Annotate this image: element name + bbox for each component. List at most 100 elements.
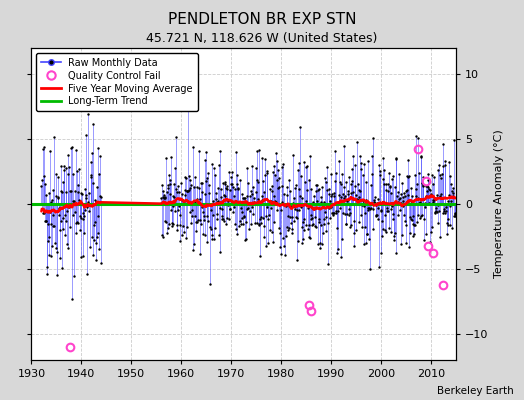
Point — [203, 238, 211, 245]
Point — [318, 241, 326, 247]
Point — [290, 195, 298, 202]
Point — [285, 177, 293, 183]
Point — [376, 250, 385, 256]
Point — [366, 266, 374, 272]
Point — [301, 178, 309, 185]
Point — [451, 211, 460, 217]
Point — [310, 201, 318, 208]
Point — [361, 224, 369, 230]
Point — [373, 212, 381, 218]
Point — [321, 175, 330, 181]
Point — [68, 296, 77, 302]
Point — [325, 205, 333, 211]
Point — [58, 265, 66, 271]
Point — [45, 234, 53, 240]
Point — [75, 197, 83, 204]
Point — [347, 178, 356, 184]
Point — [309, 220, 318, 227]
Point — [234, 201, 243, 208]
Point — [364, 207, 372, 214]
Point — [430, 174, 439, 181]
Point — [394, 212, 402, 218]
Point — [160, 218, 169, 224]
Point — [277, 251, 285, 258]
Point — [330, 192, 339, 199]
Point — [242, 218, 250, 225]
Point — [183, 188, 191, 194]
Point — [39, 209, 48, 216]
Point — [168, 220, 176, 226]
Point — [353, 139, 361, 145]
Point — [77, 190, 85, 196]
Point — [302, 198, 310, 204]
Point — [276, 244, 284, 250]
Point — [449, 185, 457, 191]
Point — [446, 202, 455, 209]
Point — [306, 235, 314, 241]
Point — [370, 197, 378, 204]
Point — [294, 160, 303, 166]
Point — [217, 194, 225, 200]
Point — [204, 190, 213, 196]
Point — [352, 200, 360, 207]
Point — [85, 208, 93, 214]
Point — [307, 216, 315, 222]
Point — [427, 192, 435, 199]
Point — [398, 180, 407, 186]
Point — [398, 194, 407, 200]
Point — [420, 236, 428, 243]
Point — [319, 216, 328, 222]
Point — [273, 177, 281, 183]
Point — [412, 193, 421, 200]
Point — [311, 214, 320, 221]
Point — [355, 194, 363, 200]
Point — [170, 194, 178, 200]
Point — [88, 234, 96, 240]
Point — [336, 254, 345, 260]
Point — [176, 212, 184, 218]
Point — [372, 202, 380, 209]
Point — [293, 207, 301, 214]
Point — [44, 238, 52, 244]
Point — [284, 227, 292, 233]
Point — [419, 182, 428, 189]
Point — [171, 207, 180, 214]
Point — [293, 238, 302, 244]
Point — [325, 190, 334, 197]
Point — [67, 202, 75, 208]
Point — [365, 205, 374, 211]
Point — [307, 186, 315, 192]
Point — [69, 212, 78, 218]
Point — [89, 180, 97, 186]
Point — [226, 206, 234, 212]
Point — [79, 216, 88, 222]
Point — [360, 203, 368, 209]
Point — [269, 169, 277, 176]
Point — [421, 200, 429, 206]
Point — [305, 153, 314, 159]
Point — [323, 186, 331, 193]
Point — [368, 171, 376, 177]
Point — [222, 221, 231, 228]
Point — [442, 204, 451, 210]
Point — [95, 192, 104, 199]
Point — [53, 194, 62, 200]
Point — [189, 247, 198, 253]
Point — [406, 197, 414, 204]
Point — [95, 246, 103, 252]
Point — [277, 183, 286, 189]
Point — [85, 190, 93, 196]
Point — [64, 204, 73, 210]
Point — [202, 148, 211, 155]
Point — [59, 178, 68, 185]
Point — [216, 204, 225, 211]
Point — [60, 167, 69, 173]
Point — [261, 172, 269, 178]
Point — [274, 185, 282, 191]
Point — [316, 199, 325, 205]
Point — [394, 199, 402, 206]
Point — [271, 198, 279, 204]
Point — [57, 188, 66, 195]
Point — [422, 193, 430, 200]
Point — [267, 204, 275, 211]
